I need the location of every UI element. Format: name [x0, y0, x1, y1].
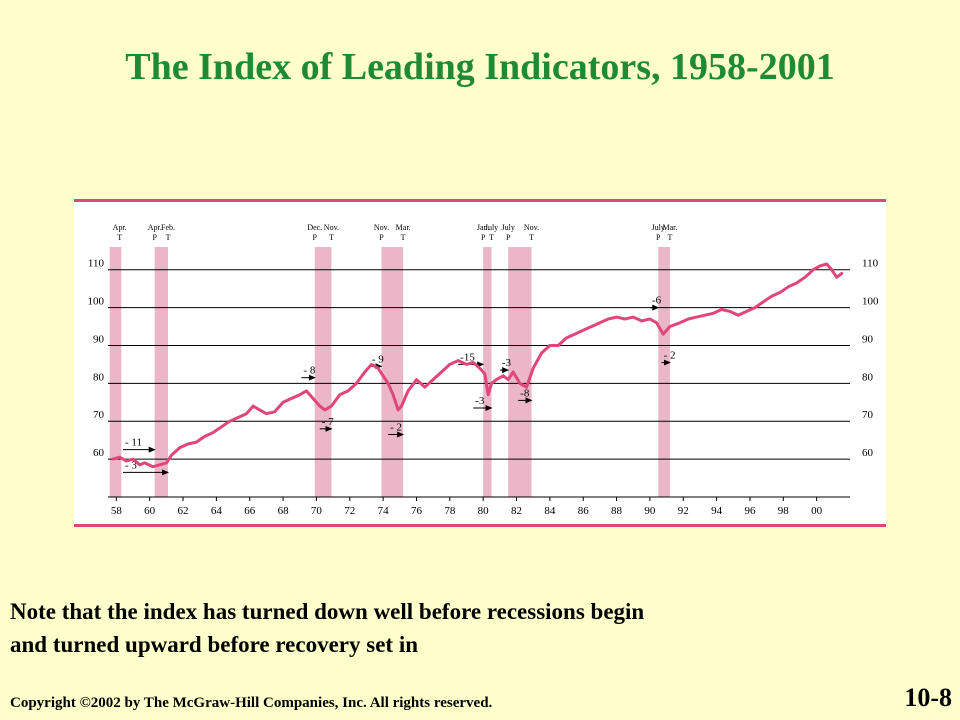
- note-line-1: Note that the index has turned down well…: [10, 599, 645, 624]
- x-tick-86: 86: [578, 505, 590, 517]
- x-tick-88: 88: [611, 505, 623, 517]
- y-tick-left-70: 70: [93, 409, 105, 421]
- recession-band-1: [154, 247, 169, 497]
- turning-point-month-10: Nov.: [524, 223, 539, 232]
- lead-label-6: -15: [460, 351, 475, 363]
- y-tick-left-60: 60: [93, 447, 105, 459]
- turning-point-month-12: Mar.: [662, 223, 677, 232]
- turning-point-type-3: P: [313, 233, 318, 242]
- lead-label-1: - 3: [125, 459, 137, 471]
- x-tick-84: 84: [544, 505, 556, 517]
- index-series-line: [111, 262, 844, 469]
- x-tick-70: 70: [311, 505, 323, 517]
- y-tick-right-80: 80: [862, 371, 874, 383]
- y-tick-left-80: 80: [93, 371, 105, 383]
- turning-point-month-0: Apr.: [113, 223, 127, 232]
- chart-frame: 60 60 70 70 80 80 90 90 100 100 110 110 58 60 62 64 66 68…: [74, 199, 886, 527]
- turning-point-type-9: P: [506, 233, 511, 242]
- x-tick-96: 96: [744, 505, 756, 517]
- recession-band-4: [483, 247, 492, 497]
- turning-point-type-1: P: [152, 233, 157, 242]
- x-tick-60: 60: [144, 505, 156, 517]
- x-tick-76: 76: [411, 505, 423, 517]
- x-tick-94: 94: [711, 505, 723, 517]
- y-tick-right-100: 100: [862, 296, 879, 308]
- note-line-2: and turned upward before recovery set in: [10, 632, 419, 657]
- x-tick-78: 78: [444, 505, 456, 517]
- x-tick-72: 72: [344, 505, 355, 517]
- lead-label-10: -6: [652, 295, 662, 307]
- copyright-notice: Copyright ©2002 by The McGraw-Hill Compa…: [10, 695, 493, 711]
- turning-point-month-4: Nov.: [324, 223, 339, 232]
- recession-band-0: [109, 247, 122, 497]
- turning-point-month-2: Feb.: [161, 223, 175, 232]
- recession-band-6: [658, 247, 670, 497]
- turning-point-month-3: Dec.: [307, 223, 322, 232]
- lead-label-0: - 11: [125, 437, 142, 449]
- x-tick-66: 66: [244, 505, 256, 517]
- lead-label-7: -3: [475, 395, 485, 407]
- turning-point-month-9: July: [502, 223, 515, 232]
- lead-label-2: - 8: [303, 365, 315, 377]
- turning-point-type-2: T: [166, 233, 171, 242]
- x-tick-80: 80: [478, 505, 490, 517]
- y-tick-left-110: 110: [88, 258, 105, 270]
- turning-point-type-7: P: [481, 233, 486, 242]
- y-tick-right-70: 70: [862, 409, 874, 421]
- lead-label-11: - 2: [664, 350, 676, 362]
- x-tick-92: 92: [678, 505, 689, 517]
- x-tick-58: 58: [111, 505, 123, 517]
- turning-point-type-0: T: [117, 233, 122, 242]
- slide-number: 10-8: [904, 683, 952, 712]
- turning-point-type-5: P: [379, 233, 384, 242]
- turning-point-type-11: P: [656, 233, 661, 242]
- slide-title: The Index of Leading Indicators, 1958-20…: [125, 46, 835, 88]
- lead-label-9: -8: [520, 387, 530, 399]
- x-tick-98: 98: [778, 505, 790, 517]
- turning-point-month-11: July: [652, 223, 665, 232]
- note-text: Note that the index has turned down well…: [10, 595, 950, 661]
- x-tick-68: 68: [278, 505, 290, 517]
- x-tick-82: 82: [511, 505, 522, 517]
- turning-point-month-7: Jan.: [477, 223, 490, 232]
- lead-label-8: -3: [502, 357, 512, 369]
- recession-band-5: [508, 247, 532, 497]
- turning-point-month-6: Mar.: [396, 223, 411, 232]
- y-tick-right-110: 110: [862, 258, 879, 270]
- x-tick-00: 00: [811, 505, 823, 517]
- lead-label-5: - 2: [390, 422, 402, 434]
- turning-point-type-8: T: [489, 233, 494, 242]
- x-tick-62: 62: [178, 505, 189, 517]
- turning-point-type-6: T: [401, 233, 406, 242]
- leading-indicators-chart: 60 60 70 70 80 80 90 90 100 100 110 110 58 60 62 64 66 68…: [88, 223, 880, 517]
- x-tick-64: 64: [211, 505, 223, 517]
- turning-point-type-12: T: [667, 233, 672, 242]
- turning-point-month-5: Nov.: [374, 223, 389, 232]
- recession-band-2: [314, 247, 332, 497]
- lead-label-3: - 7: [322, 416, 334, 428]
- y-tick-left-100: 100: [88, 296, 105, 308]
- y-tick-right-60: 60: [862, 447, 874, 459]
- turning-point-type-10: T: [529, 233, 534, 242]
- turning-point-type-4: T: [329, 233, 334, 242]
- lead-label-4: - 9: [372, 353, 384, 365]
- x-tick-74: 74: [378, 505, 390, 517]
- y-tick-left-90: 90: [93, 333, 105, 345]
- x-tick-90: 90: [644, 505, 656, 517]
- turning-point-month-1: Apr.: [148, 223, 162, 232]
- y-tick-right-90: 90: [862, 333, 874, 345]
- turning-point-month-8: July: [485, 223, 498, 232]
